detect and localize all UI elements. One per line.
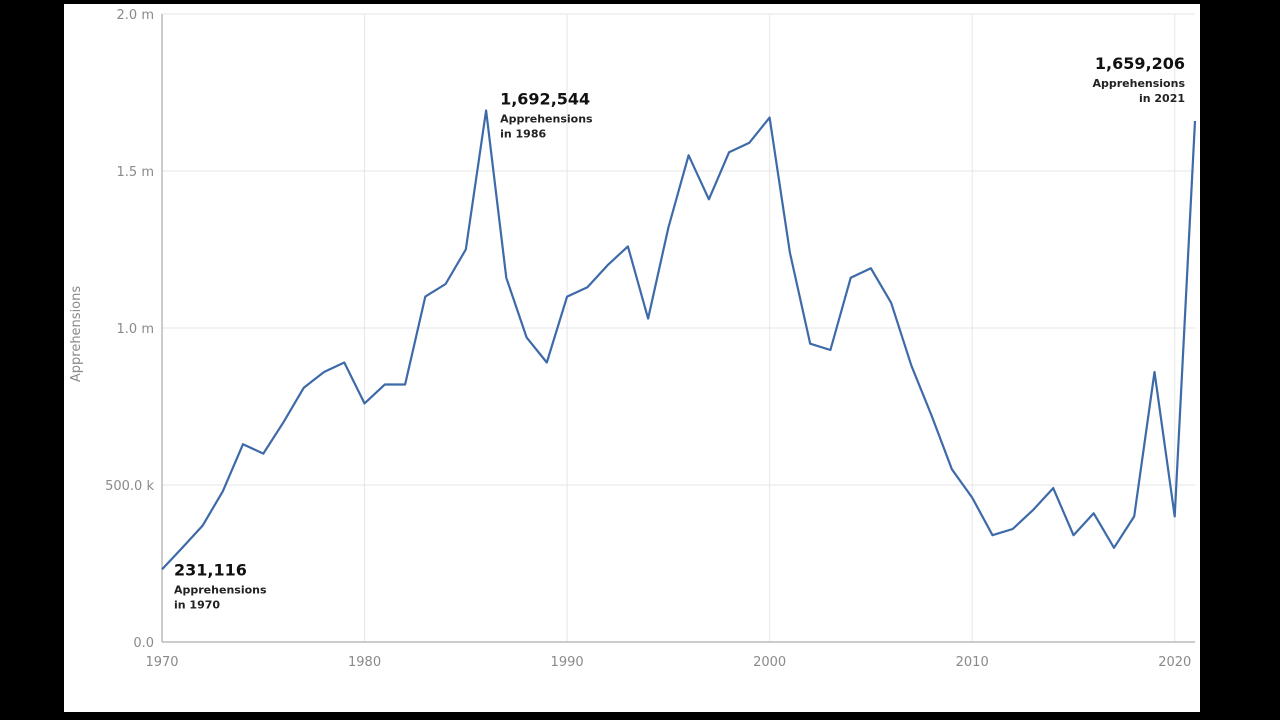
annotation-line1: Apprehensions: [1092, 77, 1185, 90]
annotation-1970: 231,116 Apprehensions in 1970: [174, 560, 267, 611]
annotation-line2: in 2021: [1139, 92, 1185, 105]
axes: [161, 14, 1195, 643]
annotation-value: 1,659,206: [1095, 54, 1185, 73]
annotation-line1: Apprehensions: [174, 583, 267, 596]
annotation-2021: 1,659,206 Apprehensions in 2021: [1092, 54, 1185, 105]
y-tick-label: 1.5 m: [117, 165, 154, 180]
chart-frame: 1970 1980 1990 2000 2010 2020 0.0 500.0 k 1.0 m 1…: [64, 4, 1200, 712]
y-tick-label: 2.0 m: [117, 8, 154, 23]
tick-labels: 1970 1980 1990 2000 2010 2020 0.0 500.0 k 1.0 m 1…: [105, 8, 1191, 670]
y-tick-label: 0.0: [133, 636, 154, 651]
annotation-line2: in 1970: [174, 598, 220, 611]
grid-lines: [161, 13, 1195, 643]
y-tick-label: 1.0 m: [117, 322, 154, 337]
y-axis-label: Apprehensions: [69, 286, 84, 383]
annotation-line1: Apprehensions: [500, 113, 593, 126]
series-line: [161, 109, 1197, 571]
x-tick-label: 2000: [753, 655, 786, 670]
annotations: 231,116 Apprehensions in 1970 1,692,544 Appr…: [174, 54, 1185, 611]
annotation-line2: in 1986: [500, 128, 546, 141]
annotation-value: 231,116: [174, 560, 247, 579]
x-tick-label: 2020: [1158, 655, 1191, 670]
y-tick-label: 500.0 k: [105, 479, 154, 494]
x-tick-label: 1990: [551, 655, 584, 670]
annotation-value: 1,692,544: [500, 90, 590, 109]
x-tick-label: 1980: [348, 655, 381, 670]
annotation-1986: 1,692,544 Apprehensions in 1986: [500, 90, 593, 141]
series-group: [161, 109, 1197, 571]
x-tick-label: 2010: [956, 655, 989, 670]
x-tick-label: 1970: [145, 655, 178, 670]
line-chart: 1970 1980 1990 2000 2010 2020 0.0 500.0 k 1.0 m 1…: [69, 8, 1197, 670]
